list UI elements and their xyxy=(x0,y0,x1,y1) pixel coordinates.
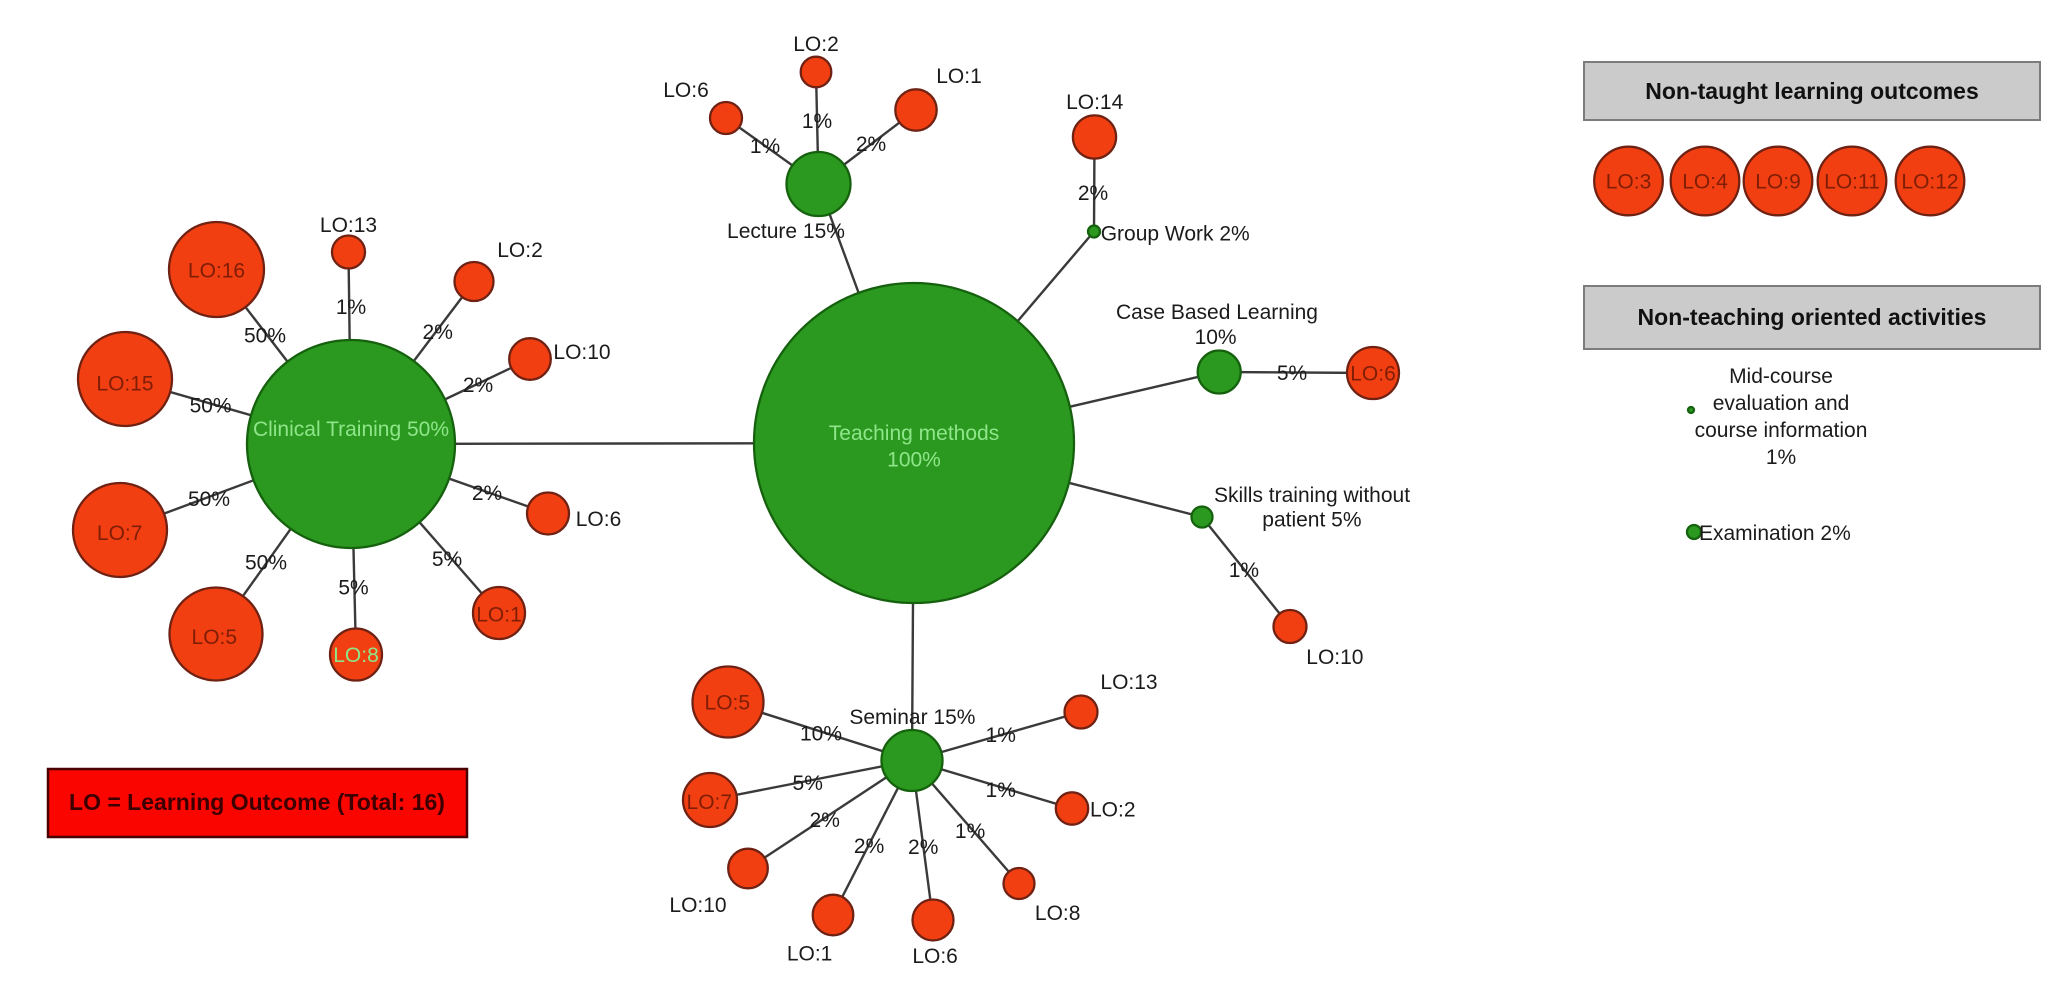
svg-text:1%: 1% xyxy=(955,820,985,843)
svg-text:evaluation and: evaluation and xyxy=(1713,392,1850,415)
svg-text:10%: 10% xyxy=(800,723,842,746)
svg-text:Lecture 15%: Lecture 15% xyxy=(727,220,845,243)
svg-text:LO:13: LO:13 xyxy=(320,214,377,237)
svg-text:Non-teaching oriented activiti: Non-teaching oriented activities xyxy=(1638,304,1987,330)
svg-text:LO:16: LO:16 xyxy=(188,260,245,283)
svg-text:1%: 1% xyxy=(986,779,1016,802)
svg-text:LO:13: LO:13 xyxy=(1100,671,1157,694)
svg-text:2%: 2% xyxy=(1078,182,1108,205)
svg-text:1%: 1% xyxy=(986,724,1016,747)
svg-text:5%: 5% xyxy=(338,577,368,600)
svg-text:LO:6: LO:6 xyxy=(663,79,709,102)
svg-text:LO:7: LO:7 xyxy=(97,522,143,545)
svg-text:Group Work 2%: Group Work 2% xyxy=(1101,223,1250,246)
svg-text:LO:14: LO:14 xyxy=(1066,91,1124,114)
svg-text:LO:6: LO:6 xyxy=(912,945,958,968)
svg-text:patient 5%: patient 5% xyxy=(1262,509,1361,532)
svg-text:LO:9: LO:9 xyxy=(1755,171,1801,194)
svg-text:LO:4: LO:4 xyxy=(1682,171,1728,194)
svg-text:1%: 1% xyxy=(802,110,832,133)
svg-text:1%: 1% xyxy=(336,296,366,319)
svg-text:LO:8: LO:8 xyxy=(1035,902,1081,925)
svg-text:2%: 2% xyxy=(810,809,840,832)
svg-text:50%: 50% xyxy=(188,488,230,511)
svg-text:LO = Learning Outcome (Total:: LO = Learning Outcome (Total: 16) xyxy=(69,789,445,815)
svg-text:2%: 2% xyxy=(472,482,502,505)
svg-text:100%: 100% xyxy=(887,449,941,472)
svg-text:LO:12: LO:12 xyxy=(1901,171,1958,194)
svg-text:2%: 2% xyxy=(856,133,886,156)
svg-text:LO:10: LO:10 xyxy=(1306,646,1363,669)
svg-text:LO:8: LO:8 xyxy=(333,644,379,667)
svg-text:LO:6: LO:6 xyxy=(576,508,622,531)
svg-text:2%: 2% xyxy=(423,321,453,344)
svg-text:1%: 1% xyxy=(750,135,780,158)
svg-text:LO:5: LO:5 xyxy=(192,626,238,649)
svg-text:5%: 5% xyxy=(1277,362,1307,385)
svg-text:LO:1: LO:1 xyxy=(787,943,833,966)
svg-text:5%: 5% xyxy=(432,548,462,571)
svg-text:10%: 10% xyxy=(1195,326,1237,349)
svg-text:LO:2: LO:2 xyxy=(793,33,839,56)
svg-text:LO:2: LO:2 xyxy=(497,239,543,262)
svg-text:LO:3: LO:3 xyxy=(1606,171,1652,194)
svg-text:LO:5: LO:5 xyxy=(705,692,751,715)
svg-text:Teaching methods: Teaching methods xyxy=(829,422,999,445)
svg-text:LO:15: LO:15 xyxy=(96,373,153,396)
svg-text:LO:10: LO:10 xyxy=(669,894,726,917)
svg-text:1%: 1% xyxy=(1229,559,1259,582)
svg-text:LO:10: LO:10 xyxy=(553,341,610,364)
svg-text:2%: 2% xyxy=(908,836,938,859)
svg-text:LO:1: LO:1 xyxy=(476,604,522,627)
svg-text:LO:7: LO:7 xyxy=(687,791,733,814)
svg-text:5%: 5% xyxy=(793,772,823,795)
svg-text:Case Based Learning: Case Based Learning xyxy=(1116,301,1318,324)
svg-text:50%: 50% xyxy=(244,325,286,348)
svg-text:course information: course information xyxy=(1695,419,1868,442)
svg-text:Non-taught learning outcomes: Non-taught learning outcomes xyxy=(1645,78,1979,104)
svg-text:Examination 2%: Examination 2% xyxy=(1699,522,1851,545)
svg-text:Skills training without: Skills training without xyxy=(1214,484,1410,507)
svg-text:2%: 2% xyxy=(854,835,884,858)
svg-text:LO:11: LO:11 xyxy=(1824,171,1880,194)
svg-text:LO:1: LO:1 xyxy=(936,65,982,88)
svg-text:50%: 50% xyxy=(245,552,287,575)
svg-text:Mid-course: Mid-course xyxy=(1729,365,1833,388)
svg-text:1%: 1% xyxy=(1766,446,1796,469)
svg-text:Clinical Training 50%: Clinical Training 50% xyxy=(253,418,449,441)
svg-text:LO:6: LO:6 xyxy=(1350,363,1396,386)
svg-text:2%: 2% xyxy=(463,374,493,397)
svg-text:Seminar 15%: Seminar 15% xyxy=(849,706,975,729)
svg-text:LO:2: LO:2 xyxy=(1090,799,1136,822)
svg-text:50%: 50% xyxy=(190,395,232,418)
